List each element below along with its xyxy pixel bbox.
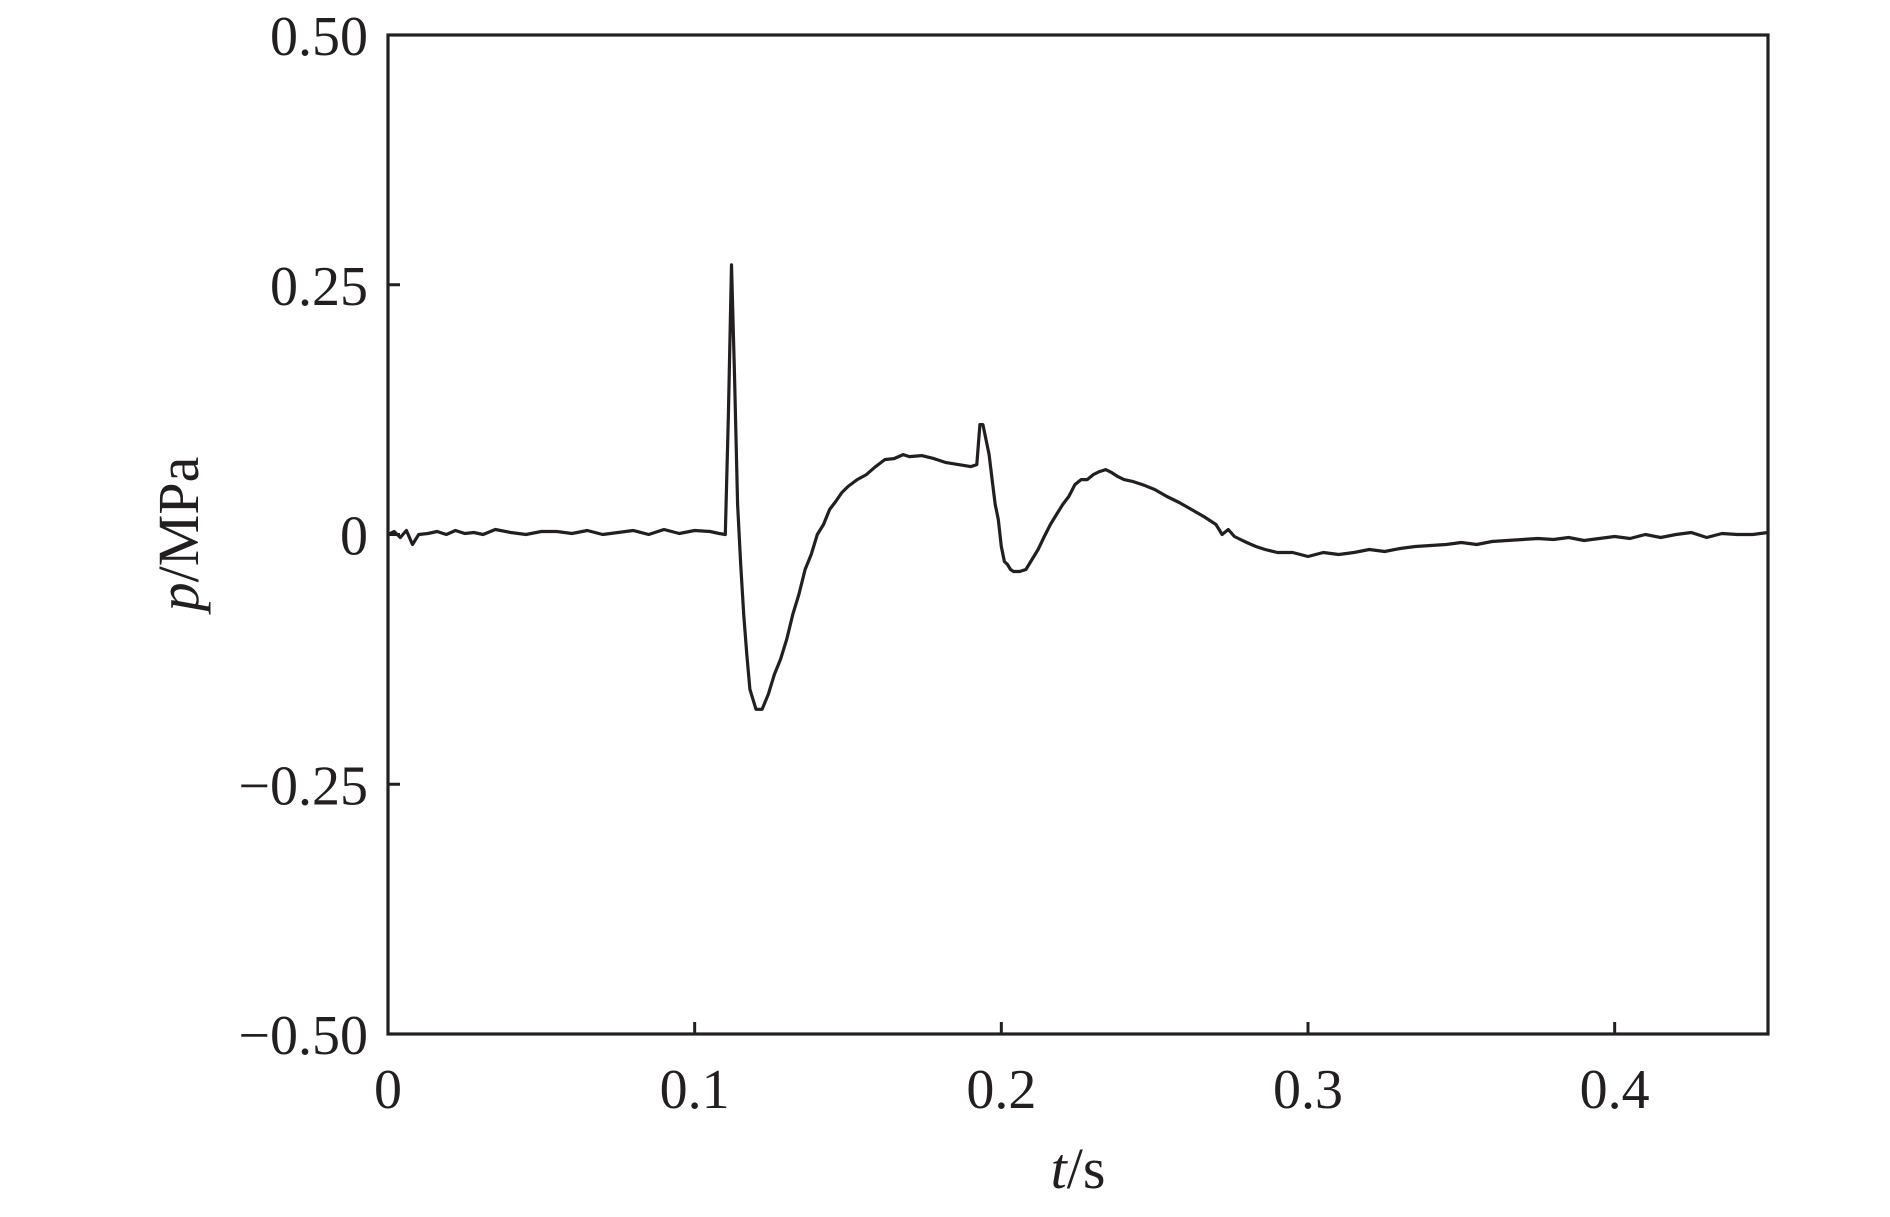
y-axis-label: p/MPa <box>146 457 211 616</box>
y-tick-label: −0.25 <box>238 755 368 817</box>
x-tick-label: 0.1 <box>660 1059 730 1121</box>
x-tick-label: 0.3 <box>1273 1059 1343 1121</box>
x-tick-label: 0.4 <box>1580 1059 1650 1121</box>
x-axis-label: t/s <box>1051 1136 1106 1201</box>
x-axis: 0 0.1 0.2 0.3 0.4 <box>374 1022 1650 1121</box>
y-axis-variable: p <box>146 582 211 615</box>
plot-area <box>386 33 1770 1036</box>
x-axis-unit: /s <box>1067 1136 1106 1201</box>
y-tick-label: −0.50 <box>238 1005 368 1067</box>
y-tick-label: 0.50 <box>270 6 368 68</box>
x-tick-label: 0 <box>374 1059 402 1121</box>
y-tick-label: 0.25 <box>270 256 368 318</box>
x-tick-label: 0.2 <box>966 1059 1036 1121</box>
pressure-series-line <box>386 263 1770 711</box>
y-axis: −0.50 −0.25 0 0.25 0.50 <box>238 6 400 1067</box>
y-tick-label: 0 <box>340 506 368 568</box>
plot-frame <box>386 33 1770 1036</box>
y-axis-unit: /MPa <box>146 457 211 583</box>
x-axis-variable: t <box>1051 1136 1069 1201</box>
